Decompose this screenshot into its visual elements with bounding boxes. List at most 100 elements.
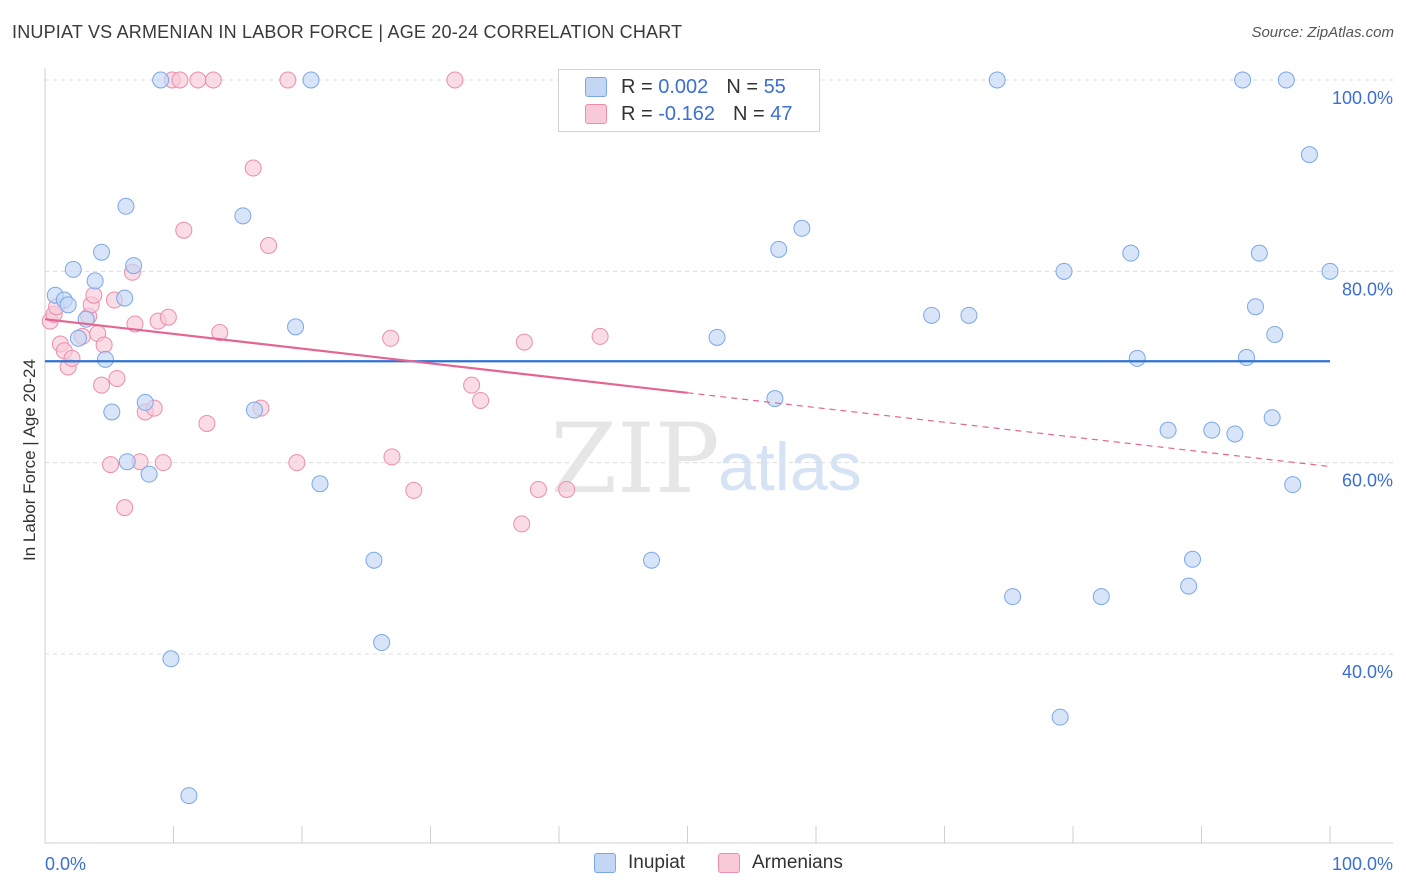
legend-n-label: N = (726, 75, 758, 98)
legend-row-armenians: R = -0.162 N = 47 (585, 101, 792, 127)
inupiat-point (64, 260, 82, 278)
inupiat-point (988, 71, 1006, 89)
watermark-zip: ZIP (550, 403, 719, 515)
armenians-point (529, 480, 547, 498)
inupiat-point (1237, 348, 1255, 366)
armenians-legend-label: Armenians (752, 852, 843, 873)
inupiat-n-value: 55 (763, 75, 786, 98)
armenians-point (288, 454, 306, 472)
inupiat-point (960, 306, 978, 324)
armenians-trend-line (44, 318, 688, 394)
inupiat-point (311, 475, 329, 493)
inupiat-point (1234, 71, 1252, 89)
armenians-point (463, 376, 481, 394)
armenians-point (244, 159, 262, 177)
inupiat-point (140, 465, 158, 483)
armenians-point (159, 308, 177, 326)
inupiat-point (708, 328, 726, 346)
x-tick-label: 0.0% (45, 854, 86, 874)
armenians-point (189, 71, 207, 89)
inupiat-points (46, 71, 1339, 805)
armenians-point (382, 329, 400, 347)
inupiat-point (1266, 325, 1284, 343)
armenians-point (85, 286, 103, 304)
armenians-point (108, 369, 126, 387)
armenians-point (198, 414, 216, 432)
inupiat-point (923, 306, 941, 324)
armenians-point (472, 391, 490, 409)
armenians-trend-extension (687, 392, 1331, 468)
inupiat-point (373, 634, 391, 652)
trend-lines (44, 318, 1331, 468)
inupiat-point (1122, 244, 1140, 262)
inupiat-point (766, 390, 784, 408)
bottom-legend-armenians: Armenians (718, 852, 843, 874)
inupiat-point (1321, 262, 1339, 280)
inupiat-legend-swatch (594, 853, 616, 873)
armenians-point (383, 448, 401, 466)
inupiat-point (245, 401, 263, 419)
inupiat-point (118, 453, 136, 471)
inupiat-point (1246, 298, 1264, 316)
armenians-point (102, 456, 120, 474)
armenians-swatch (585, 104, 607, 124)
inupiat-point (69, 329, 87, 347)
inupiat-point (234, 207, 252, 225)
bottom-legend-inupiat: Inupiat (594, 852, 685, 874)
tick-labels: 100.0% 80.0% 60.0% 40.0% 0.0% 100.0% (45, 88, 1393, 874)
inupiat-point (1300, 146, 1318, 164)
inupiat-point (287, 318, 305, 336)
chart-title: INUPIAT VS ARMENIAN IN LABOR FORCE | AGE… (12, 22, 683, 42)
armenians-point (279, 71, 297, 89)
armenians-point (93, 376, 111, 394)
watermark-atlas: atlas (718, 429, 862, 505)
inupiat-point (93, 243, 111, 261)
watermark: ZIP atlas (550, 403, 861, 515)
armenians-point (204, 71, 222, 89)
inupiat-point (96, 350, 114, 368)
inupiat-point (1128, 349, 1146, 367)
armenians-point (154, 454, 172, 472)
armenians-point (515, 333, 533, 351)
legend-n-label: N = (732, 102, 765, 125)
inupiat-r-value: 0.002 (658, 75, 709, 98)
inupiat-point (302, 71, 320, 89)
inupiat-point (180, 787, 198, 805)
inupiat-point (103, 403, 121, 421)
inupiat-point (116, 289, 134, 307)
armenians-point (211, 324, 229, 342)
inupiat-point (125, 257, 143, 275)
inupiat-point (1055, 262, 1073, 280)
armenians-r-value: -0.162 (658, 102, 715, 125)
inupiat-point (1284, 476, 1302, 494)
legend-r-label: R = (621, 102, 653, 125)
inupiat-point (1180, 577, 1198, 595)
armenians-point (446, 71, 464, 89)
source-label: Source: ZipAtlas.com (1251, 24, 1394, 41)
inupiat-point (1203, 421, 1221, 439)
inupiat-legend-label: Inupiat (628, 852, 686, 873)
inupiat-point (793, 219, 811, 237)
y-tick-label: 100.0% (1332, 88, 1393, 108)
inupiat-point (117, 197, 135, 215)
y-tick-label: 60.0% (1342, 471, 1393, 491)
armenians-point (513, 515, 531, 533)
armenians-point (260, 237, 278, 255)
axes (44, 68, 1393, 844)
y-tick-label: 40.0% (1342, 662, 1393, 682)
inupiat-point (1159, 421, 1177, 439)
armenians-legend-swatch (718, 853, 740, 873)
inupiat-point (1092, 588, 1110, 606)
inupiat-point (770, 240, 788, 258)
inupiat-point (1250, 244, 1268, 262)
armenians-point (95, 336, 113, 354)
armenians-point (591, 327, 609, 345)
inupiat-point (152, 71, 170, 89)
armenians-n-value: 47 (770, 102, 793, 125)
inupiat-point (136, 393, 154, 411)
inupiat-point (1263, 409, 1281, 427)
legend-row-inupiat: R = 0.002 N = 55 (585, 74, 786, 100)
y-axis-label: In Labor Force | Age 20-24 (20, 359, 39, 561)
y-tick-label: 80.0% (1342, 279, 1393, 299)
